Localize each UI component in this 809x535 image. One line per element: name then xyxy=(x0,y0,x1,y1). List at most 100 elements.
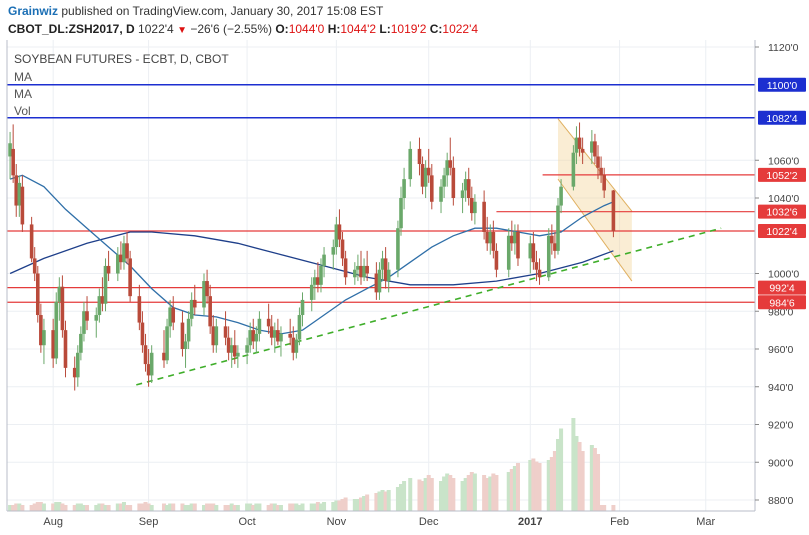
publisher-name[interactable]: Grainwiz xyxy=(8,4,59,18)
volume-bar xyxy=(445,473,450,511)
volume-bar xyxy=(555,439,560,511)
volume-bar xyxy=(269,503,274,511)
candle xyxy=(331,239,336,270)
support-trendline xyxy=(136,227,722,386)
candle xyxy=(248,322,252,353)
candle-body xyxy=(125,243,129,259)
close-value: 1022'4 xyxy=(442,22,479,36)
candle-body xyxy=(463,179,468,191)
candle xyxy=(571,145,576,191)
candle-body xyxy=(236,352,240,357)
candle xyxy=(294,333,299,359)
legend-ma-2[interactable]: MA xyxy=(14,87,32,101)
candle xyxy=(39,303,43,353)
candle xyxy=(362,258,366,282)
candle xyxy=(408,141,413,187)
volume-bar xyxy=(146,503,151,511)
x-tick-label: Nov xyxy=(327,516,347,528)
candle-body xyxy=(288,333,292,338)
candle-body xyxy=(223,326,228,338)
candle xyxy=(125,231,129,265)
symbol-label: CBOT_DL:ZSH2017, D xyxy=(8,22,135,36)
time-axis xyxy=(0,511,755,535)
candle-body xyxy=(546,235,551,278)
candle-body xyxy=(488,231,493,244)
legend-ma-1[interactable]: MA xyxy=(14,70,32,84)
volume-bar xyxy=(189,503,194,511)
candle xyxy=(485,216,489,251)
volume-bar xyxy=(97,503,102,511)
volume-bar xyxy=(29,505,34,511)
candle xyxy=(316,262,320,293)
candle xyxy=(359,250,363,285)
volume-bar xyxy=(439,481,444,511)
volume-bar xyxy=(362,496,367,511)
volume-bar xyxy=(235,505,240,511)
x-tick-label: Mar xyxy=(696,516,715,528)
price-change: −26'6 (−2.55%) xyxy=(190,22,272,36)
candle xyxy=(202,273,206,316)
candle xyxy=(574,126,579,165)
candle-body xyxy=(269,326,274,338)
price-tag-label: 992'4 xyxy=(769,283,795,295)
candle xyxy=(596,145,600,180)
volume-bar xyxy=(38,502,43,511)
volume-bar xyxy=(589,445,594,511)
candle-body xyxy=(119,254,123,263)
candle xyxy=(593,133,597,165)
volume-bar xyxy=(278,505,283,511)
volume-bar xyxy=(534,461,539,511)
candle xyxy=(334,216,339,255)
candle xyxy=(232,330,237,365)
candle xyxy=(128,250,132,302)
candle xyxy=(119,241,123,270)
candle-body xyxy=(537,269,542,278)
candle-body xyxy=(143,345,148,365)
candle-body xyxy=(386,269,391,282)
candle-body xyxy=(42,330,46,346)
volume-bar xyxy=(180,503,185,511)
volume-bar xyxy=(137,503,142,511)
volume-bar xyxy=(386,490,391,511)
candle xyxy=(556,198,560,255)
volume-bar xyxy=(494,475,499,511)
candle xyxy=(140,311,145,353)
price-tag xyxy=(758,167,806,182)
candle-body xyxy=(316,277,320,285)
candle xyxy=(463,171,468,202)
volume-bar xyxy=(291,503,296,511)
candle-body xyxy=(374,273,379,293)
price-tag-label: 1100'0 xyxy=(767,80,798,92)
volume-bar xyxy=(20,505,25,511)
candle xyxy=(245,337,249,365)
candle-body xyxy=(513,231,517,244)
candle-body xyxy=(473,201,477,214)
candle xyxy=(269,315,274,346)
volume-bar xyxy=(35,502,40,511)
candle xyxy=(365,250,369,282)
candle-body xyxy=(79,333,83,353)
candle-body xyxy=(266,318,271,327)
candle xyxy=(183,333,188,368)
volume-bar xyxy=(223,505,228,511)
candle xyxy=(300,292,305,327)
candle-body xyxy=(128,258,132,297)
candle-body xyxy=(309,284,314,300)
candle xyxy=(171,296,176,331)
candle xyxy=(214,318,219,353)
volume-bar xyxy=(118,503,123,511)
volume-bar xyxy=(309,503,314,511)
candle-body xyxy=(494,250,499,270)
volume-bar xyxy=(611,505,616,511)
candle xyxy=(319,258,323,293)
candle xyxy=(337,209,342,248)
legend-volume[interactable]: Vol xyxy=(14,104,31,118)
last-price: 1022'4 xyxy=(138,22,174,36)
high-label: H: xyxy=(327,22,341,36)
volume-bars xyxy=(8,418,616,511)
volume-bar xyxy=(254,503,259,511)
candle-body xyxy=(343,258,348,278)
volume-bar xyxy=(192,503,197,511)
candle-body xyxy=(226,337,231,353)
